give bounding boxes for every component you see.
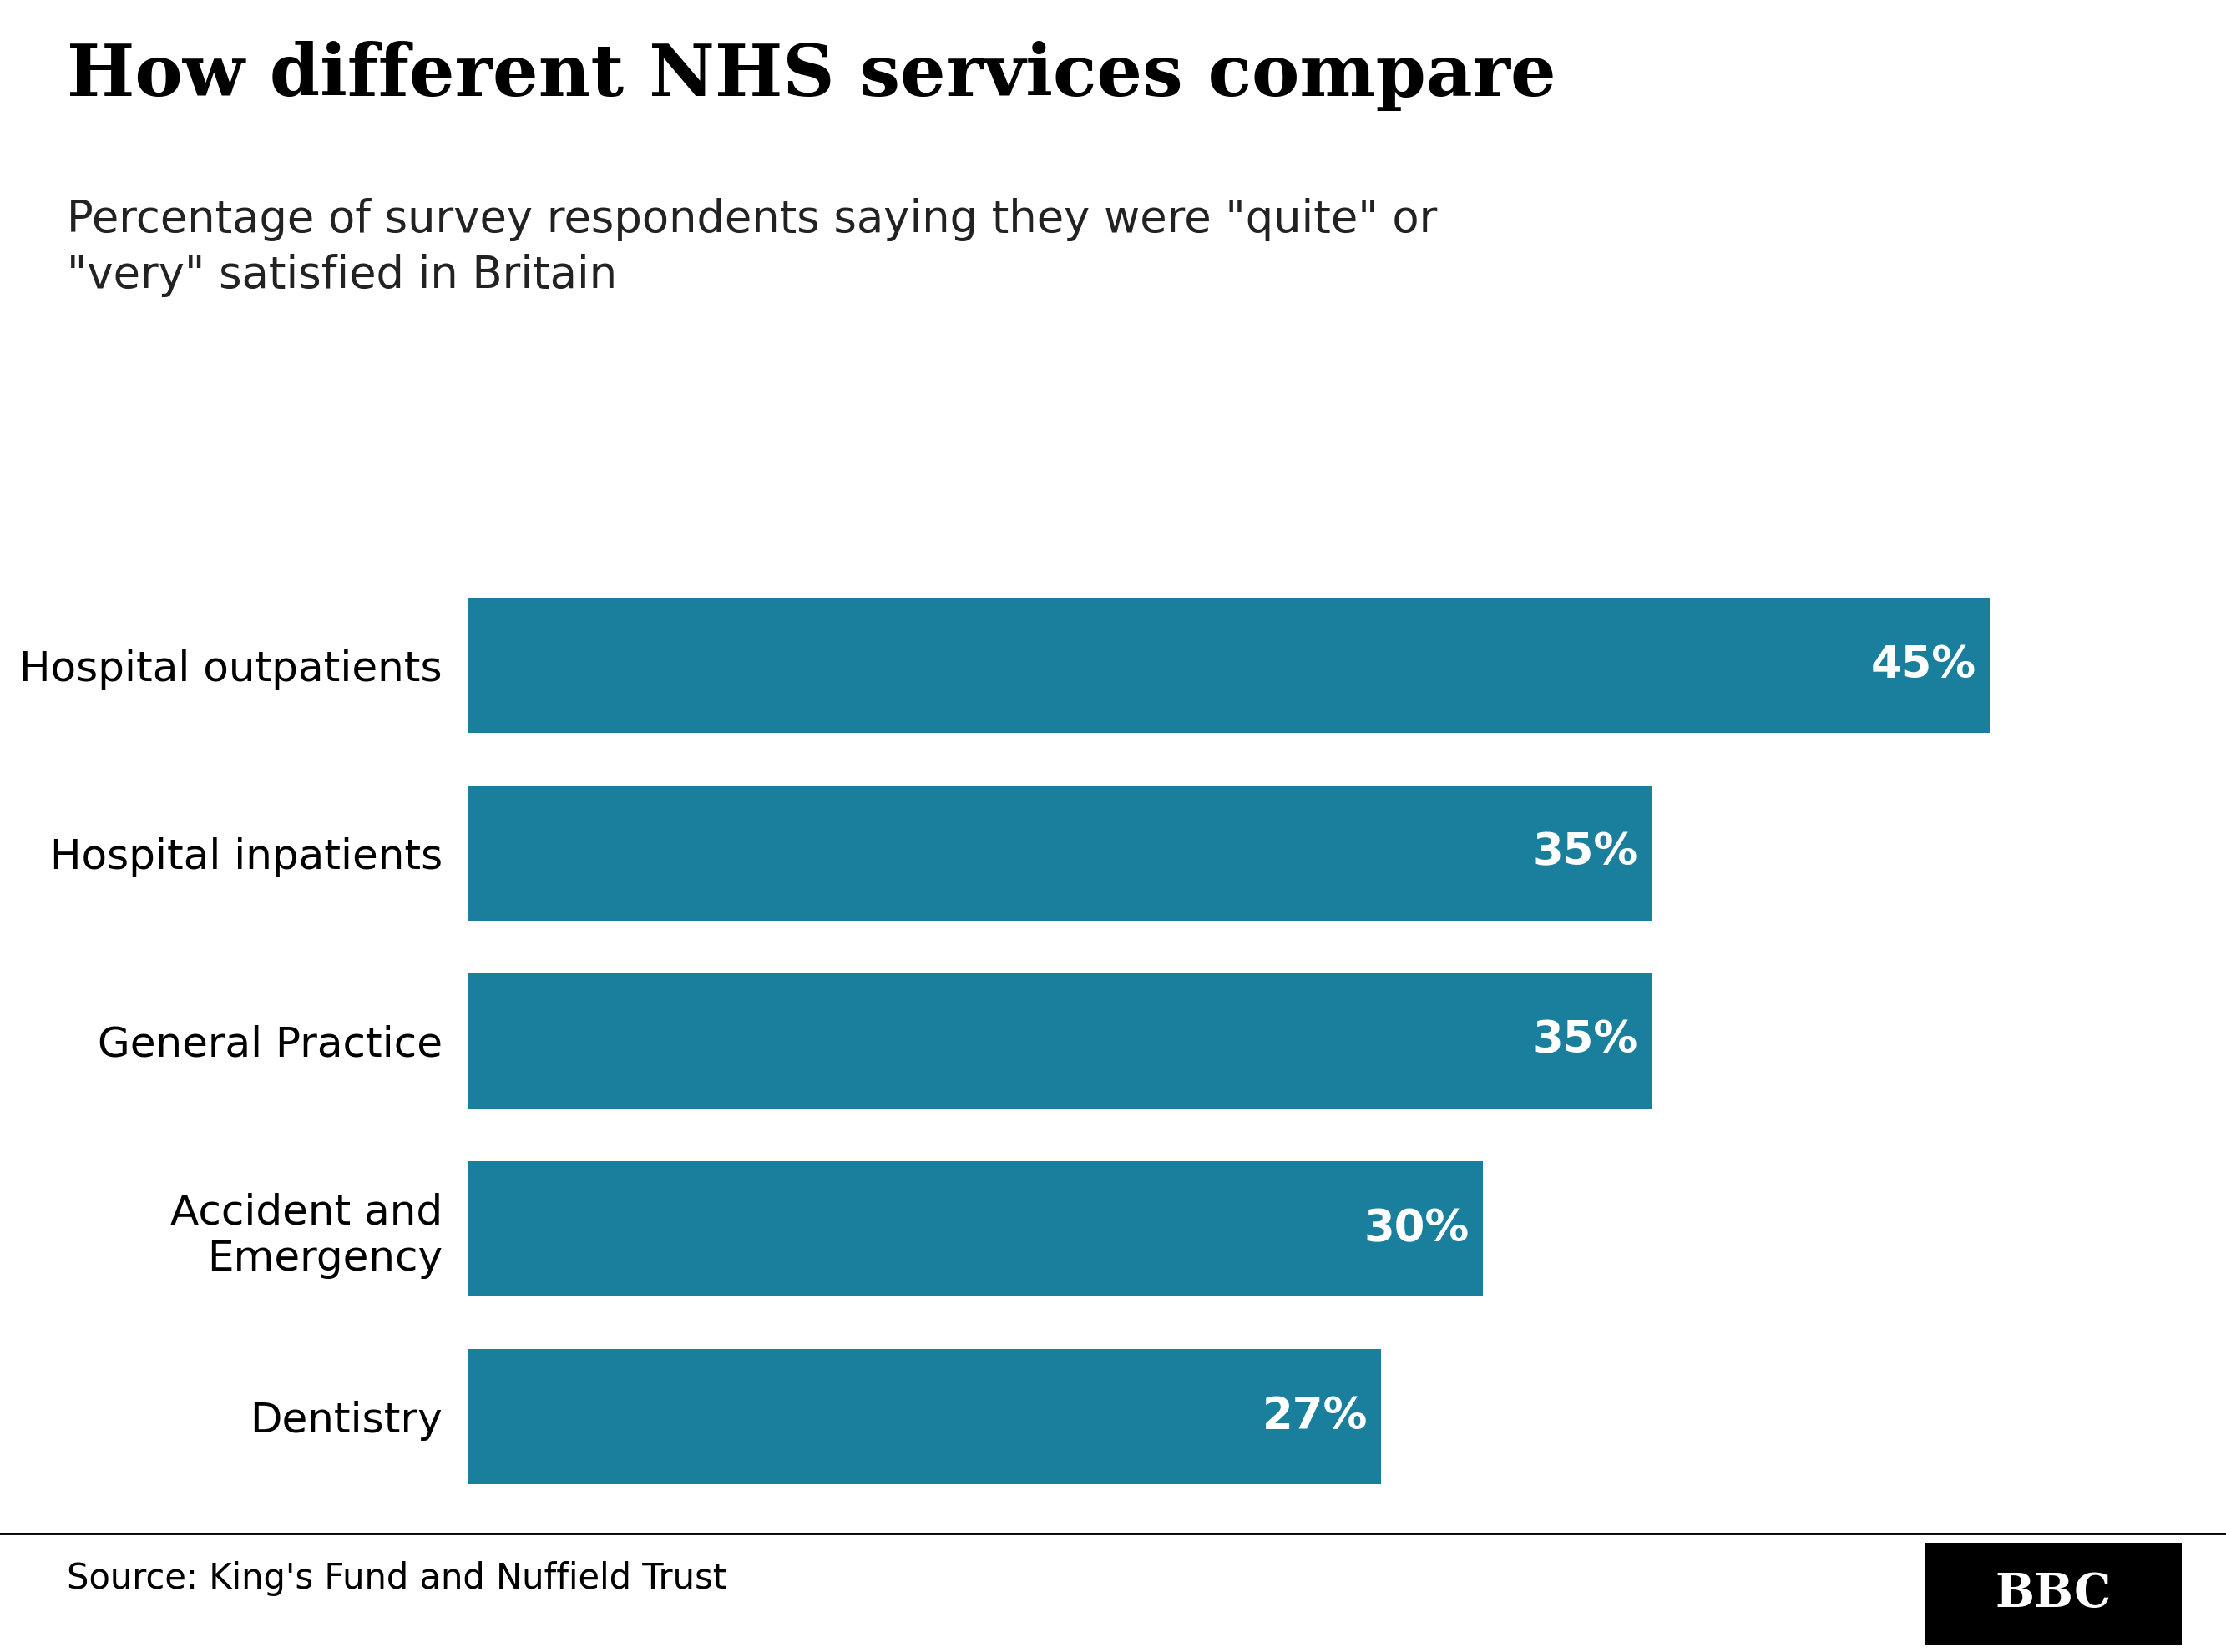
Text: 35%: 35% <box>1534 1019 1638 1062</box>
Text: 45%: 45% <box>1872 643 1977 687</box>
Bar <box>467 1161 1483 1297</box>
Bar <box>467 598 1990 732</box>
Bar <box>467 973 1652 1108</box>
Text: Percentage of survey respondents saying they were "quite" or
"very" satisfied in: Percentage of survey respondents saying … <box>67 198 1438 297</box>
Text: How different NHS services compare: How different NHS services compare <box>67 41 1556 111</box>
Text: BBC: BBC <box>1994 1571 2112 1617</box>
Text: Source: King's Fund and Nuffield Trust: Source: King's Fund and Nuffield Trust <box>67 1561 726 1596</box>
Bar <box>467 785 1652 920</box>
Text: 27%: 27% <box>1262 1394 1367 1439</box>
Text: 30%: 30% <box>1365 1208 1469 1251</box>
Text: 35%: 35% <box>1534 831 1638 874</box>
Bar <box>467 1350 1380 1483</box>
